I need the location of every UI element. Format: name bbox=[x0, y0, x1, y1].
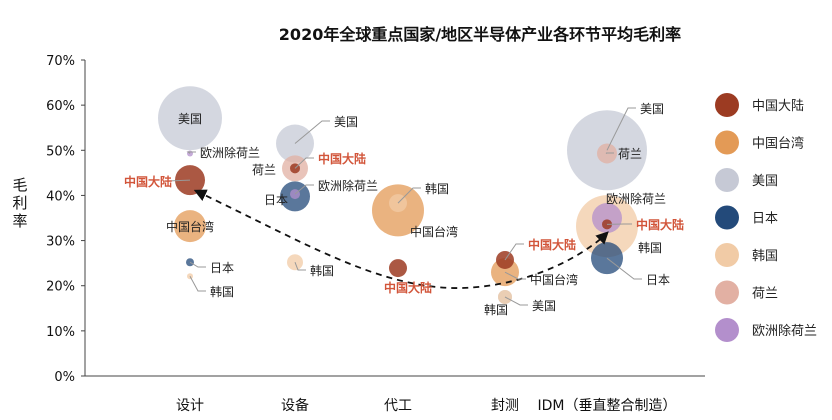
leader-line bbox=[504, 243, 524, 261]
x-tick-label: 设备 bbox=[281, 397, 309, 414]
legend-label: 荷兰 bbox=[752, 287, 778, 302]
x-tick-label: 设计 bbox=[176, 398, 204, 414]
bubble-label: 韩国 bbox=[638, 240, 662, 255]
leader-line bbox=[397, 187, 421, 204]
x-tick-label: 封测 bbox=[491, 398, 519, 414]
bubble-label: 美国 bbox=[178, 112, 202, 126]
bubble-label: 韩国 bbox=[484, 302, 508, 317]
y-tick-label: 40% bbox=[46, 189, 75, 204]
bubble-label: 中国大陆 bbox=[636, 217, 684, 232]
x-tick-label: IDM（垂直整合制造） bbox=[538, 397, 677, 414]
bubble-label: 日本 bbox=[646, 273, 670, 287]
leader-line bbox=[189, 275, 206, 292]
legend-label: 中国台湾 bbox=[752, 136, 804, 152]
leader-line bbox=[189, 261, 206, 268]
bubble-label: 韩国 bbox=[425, 181, 449, 196]
legend-swatch bbox=[715, 318, 739, 342]
bubble-美国 bbox=[158, 86, 222, 151]
axes: 0% 10% 20% 30% 40% 50% 60% 70% 设计 设备 代工 封测 IDM（垂直整合制… bbox=[46, 54, 705, 414]
bubble-label: 韩国 bbox=[310, 263, 334, 278]
y-tick-label: 20% bbox=[46, 280, 75, 295]
bubble-label: 日本 bbox=[264, 193, 288, 207]
leader-line bbox=[294, 262, 306, 271]
trend-arrow bbox=[193, 189, 609, 289]
bubble-label: 中国大陆 bbox=[384, 280, 432, 295]
legend-swatch bbox=[715, 280, 739, 305]
leader-line bbox=[294, 184, 314, 195]
chart-title: 2020年全球重点国家/地区半导体产业各环节平均毛利率 bbox=[279, 25, 681, 44]
legend-swatch bbox=[715, 130, 739, 155]
leader-line bbox=[186, 151, 196, 154]
y-axis-label-char: 毛 bbox=[12, 176, 27, 194]
y-tick-label: 50% bbox=[46, 144, 75, 159]
y-tick-label: 10% bbox=[46, 325, 75, 340]
y-axis-label-char: 率 bbox=[12, 212, 27, 230]
bubble-label: 美国 bbox=[640, 102, 664, 116]
leader-line bbox=[166, 179, 191, 182]
legend-swatch bbox=[715, 168, 739, 192]
leader-line bbox=[294, 157, 314, 169]
leader-line bbox=[504, 296, 528, 306]
bubble-labels: 美国欧洲除荷兰中国大陆中国台湾日本韩国美国中国大陆荷兰欧洲除荷兰日本韩国韩国中国… bbox=[124, 102, 684, 317]
bubble-label: 中国大陆 bbox=[124, 174, 172, 189]
bubble-label: 中国台湾 bbox=[530, 272, 578, 287]
leader-line bbox=[504, 271, 526, 280]
leader-line bbox=[606, 257, 642, 280]
bubble-label: 韩国 bbox=[210, 284, 234, 299]
y-tick-label: 60% bbox=[46, 99, 75, 114]
bubble-label: 美国 bbox=[532, 299, 556, 313]
bubble-label: 日本 bbox=[210, 261, 234, 275]
bubble-中国大陆 bbox=[389, 259, 407, 278]
bubble-label: 欧洲除荷兰 bbox=[200, 145, 260, 160]
y-axis-label: 毛利率 bbox=[12, 176, 27, 230]
dashed-trend-curve bbox=[193, 189, 609, 289]
legend-label: 欧洲除荷兰 bbox=[752, 324, 817, 339]
bubble-label: 美国 bbox=[334, 115, 358, 129]
bubble-label: 中国台湾 bbox=[410, 224, 458, 239]
bubble-label: 欧洲除荷兰 bbox=[318, 178, 378, 193]
bubble-label: 中国台湾 bbox=[166, 219, 214, 234]
bubble-label: 欧洲除荷兰 bbox=[606, 191, 666, 206]
legend-swatch bbox=[715, 243, 739, 267]
bubble-label: 中国大陆 bbox=[528, 237, 576, 252]
bubble-label: 荷兰 bbox=[252, 163, 276, 177]
legend-label: 中国大陆 bbox=[752, 98, 804, 114]
x-tick-label: 代工 bbox=[384, 398, 412, 414]
legend-label: 美国 bbox=[752, 174, 778, 189]
y-tick-label: 70% bbox=[46, 54, 75, 69]
y-tick-label: 0% bbox=[54, 370, 75, 385]
legend-label: 日本 bbox=[752, 212, 778, 227]
leader-line bbox=[294, 120, 330, 144]
bubble-label: 中国大陆 bbox=[318, 151, 366, 166]
leader-line bbox=[606, 107, 636, 151]
legend-swatch bbox=[715, 93, 739, 117]
legend-label: 韩国 bbox=[752, 249, 778, 264]
legend-swatch bbox=[715, 205, 739, 230]
bubble-label: 荷兰 bbox=[618, 147, 642, 161]
y-axis-label-char: 利 bbox=[12, 194, 27, 212]
y-tick-label: 30% bbox=[46, 235, 75, 250]
